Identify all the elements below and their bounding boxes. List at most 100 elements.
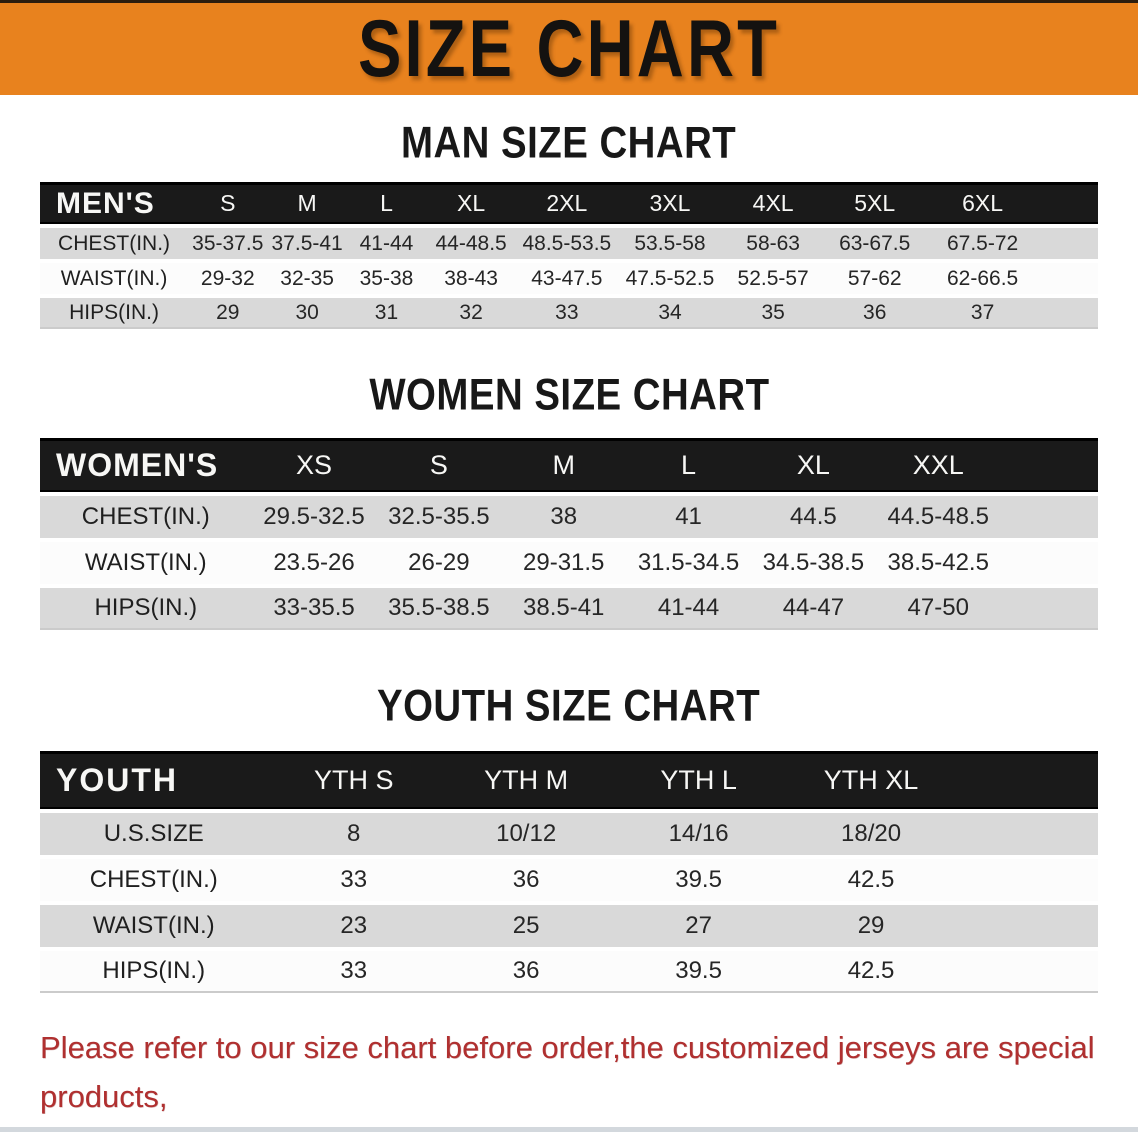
size-cell: 29.5-32.5 bbox=[251, 496, 377, 538]
men-col-header: L bbox=[346, 182, 427, 224]
filler-cell bbox=[957, 813, 1098, 855]
size-cell: 38.5-41 bbox=[501, 588, 627, 630]
size-cell: 29 bbox=[784, 905, 958, 947]
size-cell: 47-50 bbox=[875, 588, 1001, 630]
size-cell: 44.5 bbox=[750, 496, 876, 538]
youth-waist-row: WAIST(IN.) 23 25 27 29 bbox=[40, 905, 1098, 947]
women-col-header: XXL bbox=[875, 438, 1001, 492]
size-cell: 38 bbox=[501, 496, 627, 538]
men-header-label: MEN'S bbox=[40, 182, 189, 224]
men-col-header: S bbox=[188, 182, 268, 224]
size-cell: 39.5 bbox=[612, 859, 785, 901]
row-label: WAIST(IN.) bbox=[40, 542, 252, 584]
size-cell: 29-32 bbox=[188, 263, 268, 294]
page-title: SIZE CHART bbox=[357, 4, 781, 94]
size-cell: 14/16 bbox=[612, 813, 785, 855]
men-hips-row: HIPS(IN.) 29 30 31 32 33 34 35 36 37 bbox=[40, 298, 1098, 329]
size-cell: 63-67.5 bbox=[823, 228, 926, 259]
bottom-edge-strip bbox=[0, 1127, 1138, 1132]
size-cell: 44.5-48.5 bbox=[875, 496, 1001, 538]
women-header-row: WOMEN'S XS S M L XL XXL bbox=[40, 438, 1098, 492]
size-cell: 31.5-34.5 bbox=[626, 542, 751, 584]
size-cell: 39.5 bbox=[612, 951, 785, 993]
size-cell: 34.5-38.5 bbox=[750, 542, 876, 584]
size-cell: 37 bbox=[925, 298, 1040, 329]
youth-hips-row: HIPS(IN.) 33 36 39.5 42.5 bbox=[40, 951, 1098, 993]
size-cell: 29 bbox=[188, 298, 268, 329]
women-col-header: M bbox=[501, 438, 627, 492]
row-label: HIPS(IN.) bbox=[40, 588, 252, 630]
size-cell: 36 bbox=[439, 951, 613, 993]
size-cell: 34 bbox=[617, 298, 723, 329]
size-cell: 32 bbox=[426, 298, 517, 329]
size-cell: 37.5-41 bbox=[267, 228, 347, 259]
women-chest-row: CHEST(IN.) 29.5-32.5 32.5-35.5 38 41 44.… bbox=[40, 496, 1098, 538]
size-cell: 18/20 bbox=[784, 813, 958, 855]
youth-size-table: YOUTH YTH S YTH M YTH L YTH XL U.S.SIZE … bbox=[40, 747, 1098, 997]
women-col-header: L bbox=[626, 438, 751, 492]
men-waist-row: WAIST(IN.) 29-32 32-35 35-38 38-43 43-47… bbox=[40, 263, 1098, 294]
size-cell: 25 bbox=[439, 905, 613, 947]
size-cell: 23.5-26 bbox=[251, 542, 377, 584]
size-cell: 23 bbox=[267, 905, 440, 947]
youth-header-label: YOUTH bbox=[40, 751, 268, 809]
size-cell: 30 bbox=[267, 298, 347, 329]
size-cell: 33 bbox=[516, 298, 618, 329]
filler-cell bbox=[957, 951, 1098, 993]
row-label: CHEST(IN.) bbox=[40, 228, 189, 259]
size-cell: 33-35.5 bbox=[251, 588, 377, 630]
size-cell: 41-44 bbox=[346, 228, 427, 259]
women-size-table: WOMEN'S XS S M L XL XXL CHEST(IN.) 29.5-… bbox=[40, 434, 1098, 634]
women-col-header: XS bbox=[251, 438, 377, 492]
women-section-title-text: WOMEN SIZE CHART bbox=[368, 370, 770, 420]
youth-section-title: YOUTH SIZE CHART bbox=[0, 681, 1138, 730]
size-cell: 41 bbox=[626, 496, 751, 538]
size-cell: 33 bbox=[267, 951, 440, 993]
size-cell: 35-37.5 bbox=[188, 228, 268, 259]
size-cell: 43-47.5 bbox=[516, 263, 618, 294]
size-cell: 62-66.5 bbox=[925, 263, 1040, 294]
size-cell: 57-62 bbox=[823, 263, 926, 294]
youth-col-header: YTH L bbox=[612, 751, 785, 809]
row-label: HIPS(IN.) bbox=[40, 951, 268, 993]
size-cell: 42.5 bbox=[784, 951, 958, 993]
youth-header-filler bbox=[957, 751, 1098, 809]
size-cell: 41-44 bbox=[626, 588, 751, 630]
size-cell: 48.5-53.5 bbox=[516, 228, 618, 259]
size-cell: 36 bbox=[823, 298, 926, 329]
men-section-title: MAN SIZE CHART bbox=[0, 118, 1138, 167]
youth-col-header: YTH XL bbox=[784, 751, 958, 809]
youth-header-row: YOUTH YTH S YTH M YTH L YTH XL bbox=[40, 751, 1098, 809]
size-cell: 26-29 bbox=[376, 542, 502, 584]
men-col-header: 4XL bbox=[722, 182, 824, 224]
youth-ussize-row: U.S.SIZE 8 10/12 14/16 18/20 bbox=[40, 813, 1098, 855]
size-cell: 47.5-52.5 bbox=[617, 263, 723, 294]
size-cell: 35 bbox=[722, 298, 824, 329]
men-col-header: 6XL bbox=[925, 182, 1040, 224]
women-header-filler bbox=[1000, 438, 1098, 492]
women-header-label: WOMEN'S bbox=[40, 438, 252, 492]
row-label: HIPS(IN.) bbox=[40, 298, 189, 329]
banner: SIZE CHART bbox=[0, 0, 1138, 95]
filler-cell bbox=[1039, 263, 1098, 294]
size-cell: 58-63 bbox=[722, 228, 824, 259]
filler-cell bbox=[1000, 588, 1098, 630]
women-col-header: S bbox=[376, 438, 502, 492]
men-col-header: M bbox=[267, 182, 347, 224]
filler-cell bbox=[1000, 496, 1098, 538]
youth-col-header: YTH M bbox=[439, 751, 613, 809]
size-cell: 29-31.5 bbox=[501, 542, 627, 584]
size-cell: 32-35 bbox=[267, 263, 347, 294]
size-cell: 35.5-38.5 bbox=[376, 588, 502, 630]
size-cell: 38.5-42.5 bbox=[875, 542, 1001, 584]
men-col-header: 3XL bbox=[617, 182, 723, 224]
size-cell: 32.5-35.5 bbox=[376, 496, 502, 538]
row-label: WAIST(IN.) bbox=[40, 263, 189, 294]
row-label: U.S.SIZE bbox=[40, 813, 268, 855]
men-header-filler bbox=[1039, 182, 1098, 224]
size-cell: 38-43 bbox=[426, 263, 517, 294]
row-label: CHEST(IN.) bbox=[40, 859, 268, 901]
men-col-header: 2XL bbox=[516, 182, 618, 224]
men-col-header: XL bbox=[426, 182, 517, 224]
